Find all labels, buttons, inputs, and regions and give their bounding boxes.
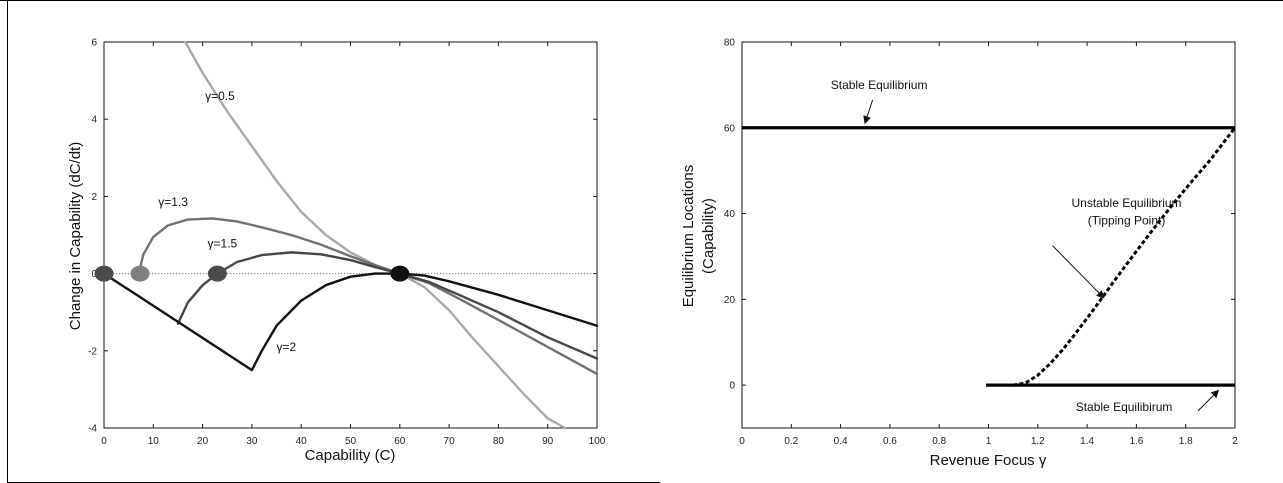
left-y-tick-label: 0	[91, 269, 97, 280]
left-y-tick-label: -4	[88, 424, 97, 435]
right-stable-top-label: Stable Equilibrium	[831, 78, 928, 92]
right-x-tick-label: 1.4	[1080, 436, 1094, 447]
left-x-tick-label: 10	[148, 436, 160, 447]
right-x-tick-label: 1.8	[1179, 436, 1193, 447]
right-y-tick-label: 20	[724, 295, 736, 306]
left-series-label-2: γ=1.3	[158, 195, 188, 209]
right-plot-frame	[741, 41, 1236, 429]
left-x-tick-label: 60	[394, 436, 406, 447]
right-x-tick-label: 0.2	[784, 436, 798, 447]
left-y-tick-label: -2	[88, 346, 97, 357]
right-x-tick-label: 1.2	[1031, 436, 1045, 447]
left-equilibrium-point-3	[207, 265, 227, 282]
right-x-tick-label: 1	[986, 436, 992, 447]
left-x-tick-label: 20	[197, 436, 209, 447]
right-y-tick-label: 80	[724, 38, 736, 49]
right-unstable-label-line-1: Unstable Equilibrium	[1072, 196, 1182, 210]
left-series-label-4: γ=2	[277, 340, 297, 354]
right-y-tick-label: 60	[724, 123, 736, 134]
right-y-tick-label: 0	[729, 381, 735, 392]
left-series-line-3	[176, 251, 599, 360]
right-x-tick-label: 0	[739, 436, 745, 447]
right-stable-top-arrow	[863, 99, 874, 125]
left-chart: 0 10 20 30 40 50 60 70 80 90 100 -4 -2 0 2 4 6 γ=0.5 γ=1.3…	[67, 38, 606, 465]
left-series-label-3: γ=1.5	[208, 236, 238, 250]
left-plot-frame	[103, 41, 598, 429]
left-x-axis-label: Capability (C)	[305, 447, 396, 464]
left-equilibrium-point-1	[94, 265, 114, 282]
left-plot: 0 10 20 30 40 50 60 70 80 90 100 -4 -2 0 2 4 6 γ=0.5 γ=1.3…	[88, 38, 606, 448]
right-y-tick-label: 40	[724, 209, 736, 220]
left-y-axis-label: Change in Capability (dC/dt)	[67, 142, 84, 330]
left-x-tick-label: 80	[493, 436, 505, 447]
left-y-tick-label: 4	[91, 115, 97, 126]
right-x-tick-label: 2	[1232, 436, 1238, 447]
right-stable-bottom-label: Stable Equilibirum	[1076, 400, 1173, 414]
right-unstable-line	[1012, 126, 1237, 387]
left-x-tick-label: 30	[246, 436, 258, 447]
right-y-axis-label-line-2: (Capability)	[700, 198, 717, 274]
right-x-tick-label: 0.6	[883, 436, 897, 447]
right-x-tick-label: 0.8	[932, 436, 946, 447]
left-x-tick-label: 50	[345, 436, 357, 447]
left-x-tick-label: 70	[444, 436, 456, 447]
left-series-line-2	[137, 217, 599, 376]
right-x-tick-label: 0.4	[834, 436, 848, 447]
left-x-tick-label: 0	[101, 436, 107, 447]
left-equilibrium-point-2	[130, 265, 150, 282]
left-series-line-1	[184, 40, 567, 430]
left-equilibrium-point-4	[390, 265, 410, 282]
right-plot: 0 0.2 0.4 0.6 0.8 1 1.2 1.4 1.6 1.8 2020406080Stab…	[724, 38, 1238, 448]
left-y-tick-label: 6	[91, 38, 97, 49]
right-x-tick-label: 1.6	[1129, 436, 1143, 447]
right-chart: 0 0.2 0.4 0.6 0.8 1 1.2 1.4 1.6 1.8 2020406080Stab…	[680, 38, 1238, 470]
right-unstable-label-line-2: (Tipping Point)	[1088, 213, 1166, 227]
left-x-tick-label: 90	[542, 436, 554, 447]
left-x-tick-label: 100	[589, 436, 606, 447]
right-x-axis-label: Revenue Focus γ	[930, 452, 1047, 469]
left-y-tick-label: 2	[91, 192, 97, 203]
right-y-axis-label-line-1: Equilibrium Locations	[680, 165, 697, 308]
left-series-label-1: γ=0.5	[205, 89, 235, 103]
right-stable-bottom-arrow	[1197, 389, 1220, 412]
left-x-tick-label: 40	[296, 436, 308, 447]
right-unstable-arrow	[1052, 245, 1105, 299]
left-series-line-4	[102, 272, 599, 372]
